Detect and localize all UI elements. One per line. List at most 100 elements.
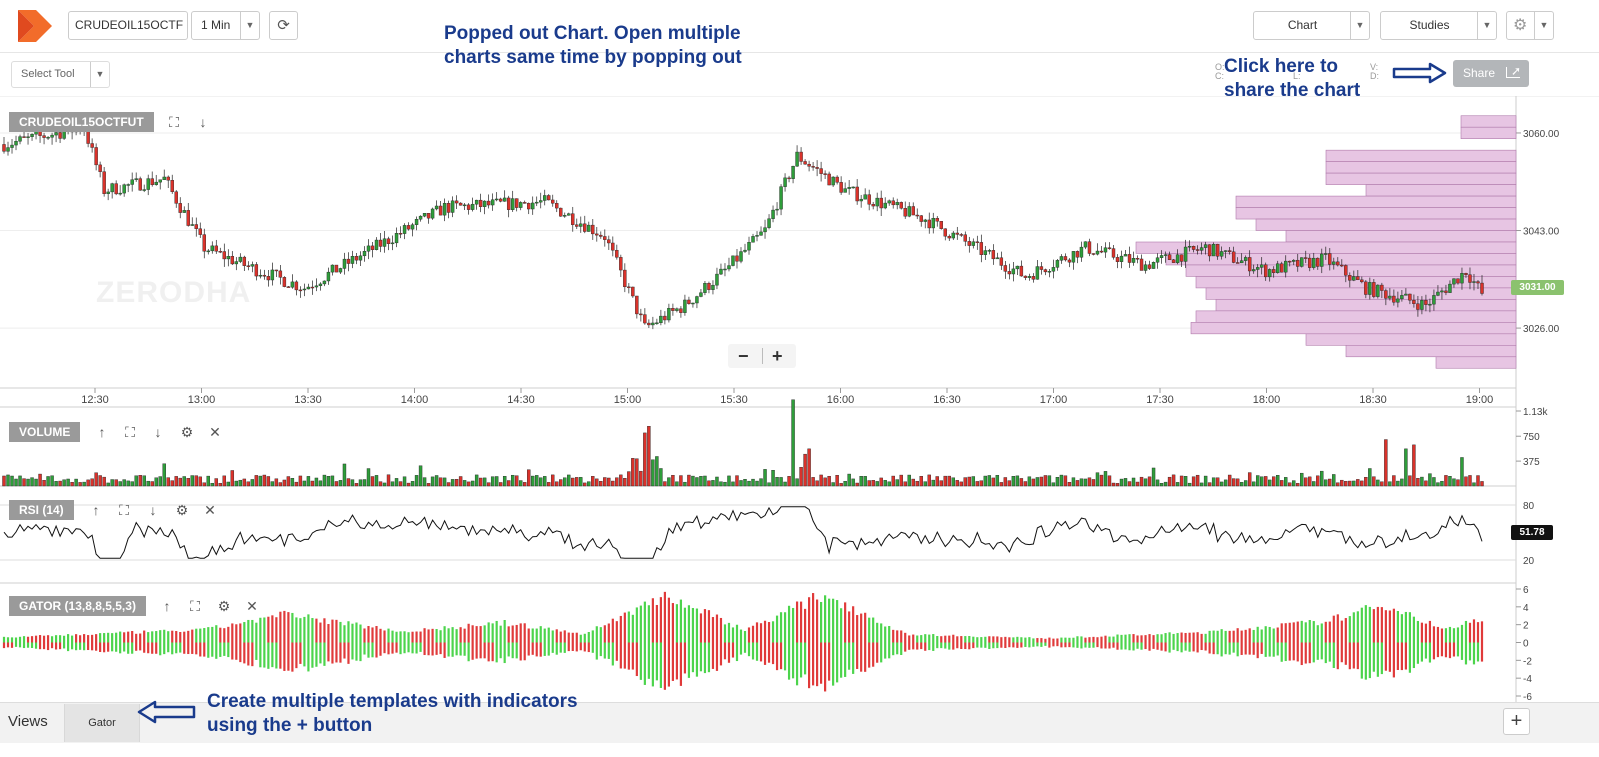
candle-body — [1384, 290, 1388, 299]
chevron-down-icon: ▼ — [90, 62, 109, 87]
close-icon[interactable]: ✕ — [204, 502, 216, 518]
volume-bar — [1127, 481, 1132, 487]
candle-body — [94, 147, 98, 166]
rsi-panel-label[interactable]: RSI (14) — [9, 500, 74, 520]
candle-body — [891, 200, 895, 206]
candle-body — [1099, 250, 1104, 253]
volume-bar — [494, 476, 499, 487]
time-tick-label: 16:30 — [933, 394, 961, 406]
arrow-up-icon[interactable]: ↑ — [163, 598, 171, 614]
volume-bar — [250, 479, 255, 487]
chart-type-select[interactable]: Chart ▼ — [1253, 11, 1370, 40]
candle-body — [498, 198, 503, 202]
candle-body — [98, 164, 102, 172]
volume-bar — [146, 480, 150, 487]
volume-bar — [559, 479, 563, 487]
volume-bar — [1087, 477, 1092, 487]
volume-bar — [743, 479, 747, 487]
candle-body — [587, 224, 591, 232]
volume-bar — [675, 481, 679, 487]
symbol-input[interactable]: CRUDEOIL15OCTF — [68, 11, 188, 40]
close-icon[interactable]: ✕ — [209, 424, 221, 440]
chart-canvas[interactable]: 12:30 13:00 13:30 14:00 14:30 15:00 15:30 16:00… — [0, 96, 1599, 702]
candle-body — [871, 204, 875, 207]
candle-body — [1127, 254, 1132, 263]
share-button[interactable]: Share — [1453, 58, 1529, 87]
candle-body — [907, 206, 911, 217]
volume-bar — [863, 476, 867, 487]
volume-bar — [727, 475, 731, 487]
studies-select[interactable]: Studies ▼ — [1380, 11, 1497, 40]
candle-body — [202, 234, 206, 252]
candle-body — [286, 286, 291, 288]
volume-bar — [1316, 475, 1320, 487]
maximize-icon[interactable]: ⛶ — [169, 114, 179, 130]
candle-body — [350, 256, 355, 264]
candle-body — [1376, 284, 1380, 297]
volume-bar — [310, 480, 315, 487]
candle-body — [1255, 267, 1260, 270]
candle-body — [575, 224, 579, 227]
candle-body — [1356, 276, 1360, 281]
volume-profile-bar — [1235, 195, 1517, 208]
candle-body — [1396, 298, 1400, 303]
arrow-down-icon[interactable]: ↓ — [154, 424, 162, 440]
volume-bar — [1151, 467, 1156, 487]
gator-panel-label[interactable]: GATOR (13,8,8,5,5,3) — [9, 596, 146, 616]
main-panel-label[interactable]: CRUDEOIL15OCTFUT — [9, 112, 154, 132]
candle-body — [591, 224, 595, 235]
template-tab-gator[interactable]: Gator — [64, 704, 140, 742]
volume-panel-label[interactable]: VOLUME — [9, 422, 81, 442]
zoom-in-button[interactable]: + — [772, 346, 783, 366]
gear-icon[interactable]: ⚙ — [180, 424, 194, 440]
volume-bar — [418, 465, 423, 487]
maximize-icon[interactable]: ⛶ — [119, 502, 129, 518]
candle-body — [703, 283, 707, 293]
refresh-button[interactable]: ⟳ — [269, 11, 298, 40]
maximize-icon[interactable]: ⛶ — [125, 424, 135, 440]
select-tool-dropdown[interactable]: Select Tool ▼ — [11, 61, 110, 88]
volume-bar — [510, 474, 515, 487]
arrow-down-icon[interactable]: ↓ — [199, 114, 207, 130]
arrow-down-icon[interactable]: ↓ — [149, 502, 157, 518]
volume-bar — [1111, 482, 1116, 487]
candle-body — [1191, 246, 1196, 250]
volume-bar — [382, 482, 387, 487]
settings-button[interactable]: ⚙ ▼ — [1506, 11, 1554, 40]
add-template-button[interactable]: + — [1503, 708, 1530, 735]
volume-bar — [514, 475, 519, 487]
volume-bar — [166, 477, 170, 487]
interval-select[interactable]: 1 Min ▼ — [191, 11, 260, 40]
arrow-up-icon[interactable]: ↑ — [98, 424, 106, 440]
arrow-up-icon[interactable]: ↑ — [92, 502, 100, 518]
gear-icon[interactable]: ⚙ — [175, 502, 189, 518]
candle-body — [322, 280, 327, 285]
candle-body — [1416, 303, 1420, 310]
candle-body — [731, 255, 735, 266]
volume-bar — [122, 479, 126, 487]
volume-bar — [378, 481, 383, 487]
chevron-down-icon: ▼ — [240, 12, 259, 39]
candle-body — [839, 182, 843, 193]
volume-bar — [587, 481, 591, 487]
close-icon[interactable]: ✕ — [246, 598, 258, 614]
volume-bar — [731, 481, 735, 487]
volume-bar — [1191, 476, 1196, 487]
candle-body — [378, 239, 383, 247]
volume-bar — [563, 477, 567, 487]
volume-bar — [498, 482, 503, 487]
maximize-icon[interactable]: ⛶ — [190, 598, 200, 614]
candle-body — [366, 245, 371, 252]
volume-bar — [539, 477, 543, 487]
volume-bar — [50, 475, 54, 487]
candle-body — [1115, 257, 1120, 262]
zoom-out-button[interactable]: − — [738, 346, 749, 366]
volume-bar — [326, 476, 331, 487]
volume-bar — [643, 432, 647, 487]
candle-body — [671, 308, 675, 311]
volume-bar — [771, 470, 775, 487]
volume-bar — [454, 479, 459, 487]
candle-body — [1312, 257, 1316, 268]
gear-icon[interactable]: ⚙ — [217, 598, 231, 614]
volume-bar — [142, 475, 146, 487]
